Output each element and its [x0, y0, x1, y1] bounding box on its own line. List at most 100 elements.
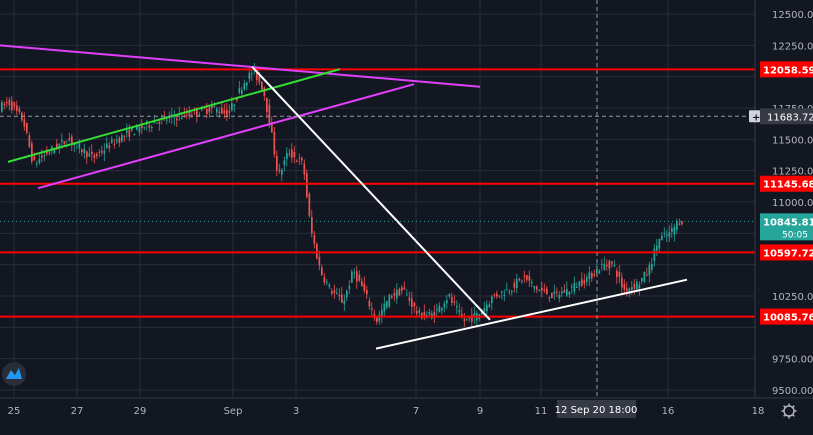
candle-body	[14, 102, 16, 106]
candle-body	[244, 83, 246, 89]
candle-body	[84, 149, 86, 153]
candle-body	[586, 277, 588, 282]
candle-body	[591, 273, 593, 278]
candle-body	[626, 289, 628, 292]
candle-body	[384, 304, 386, 312]
candle-body	[61, 140, 63, 142]
candle-body	[231, 103, 233, 110]
x-tick-label: 9	[477, 406, 483, 417]
candle-body	[514, 283, 516, 288]
candle-body	[289, 154, 291, 155]
candle-body	[381, 310, 383, 316]
candle-body	[116, 140, 118, 141]
candle-body	[126, 130, 128, 132]
candle-body	[326, 282, 328, 283]
candle-body	[674, 227, 676, 235]
candle-body	[679, 224, 681, 225]
candle-body	[276, 156, 278, 170]
candle-body	[304, 164, 306, 175]
candle-body	[319, 257, 321, 265]
candle-body	[539, 290, 541, 291]
candle-body	[639, 285, 641, 289]
candle-body	[484, 308, 486, 311]
candle-body	[86, 151, 88, 157]
candle-body	[39, 159, 41, 163]
y-tick-label: 11500.00	[772, 135, 813, 146]
candle-body	[369, 301, 371, 307]
candle-body	[459, 310, 461, 312]
candle-body	[119, 138, 121, 143]
y-tick-label: 9750.00	[772, 355, 813, 366]
candle-body	[501, 291, 503, 292]
candle-body	[26, 123, 28, 133]
candle-body	[666, 235, 668, 236]
candle-body	[174, 117, 176, 118]
candle-body	[156, 123, 158, 124]
candle-body	[151, 127, 153, 128]
candle-body	[504, 295, 506, 296]
candle-body	[296, 161, 298, 162]
candle-body	[349, 286, 351, 289]
candle-body	[556, 292, 558, 293]
candle-body	[241, 90, 243, 94]
y-tick-label: 12250.00	[772, 41, 813, 52]
candle-body	[379, 315, 381, 321]
candle-body	[219, 112, 221, 113]
candle-body	[629, 288, 631, 291]
crosshair-time-label: 12 Sep 20 18:00	[555, 405, 638, 416]
candle-body	[281, 170, 283, 175]
candle-body	[561, 292, 563, 294]
candle-body	[354, 273, 356, 274]
candle-body	[506, 290, 508, 291]
candle-body	[569, 292, 571, 295]
candle-body	[541, 288, 543, 291]
candle-body	[31, 143, 33, 161]
candle-body	[361, 281, 363, 286]
candle-body	[386, 301, 388, 307]
candle-body	[154, 122, 156, 123]
candle-body	[134, 134, 136, 135]
candle-body	[654, 249, 656, 262]
candle-body	[589, 272, 591, 279]
candle-body	[549, 297, 551, 298]
candle-body	[311, 217, 313, 233]
candle-body	[44, 155, 46, 156]
candle-body	[264, 88, 266, 96]
level-price-label: 10597.72	[763, 248, 813, 259]
candle-body	[336, 293, 338, 294]
candle-body	[661, 236, 663, 241]
candle-body	[606, 265, 608, 266]
candle-body	[274, 132, 276, 155]
candle-body	[631, 287, 633, 289]
candle-body	[49, 152, 51, 153]
time-axis[interactable]	[0, 398, 813, 431]
candle-body	[206, 109, 208, 114]
candle-body	[451, 297, 453, 302]
candle-body	[389, 295, 391, 307]
candle-body	[186, 115, 188, 116]
candle-body	[299, 158, 301, 159]
candle-body	[249, 73, 251, 79]
candle-body	[34, 156, 36, 159]
candle-body	[266, 98, 268, 112]
candle-body	[466, 319, 468, 320]
candle-body	[251, 73, 253, 74]
candle-body	[604, 264, 606, 270]
candle-body	[669, 232, 671, 236]
candle-body	[676, 221, 678, 230]
candle-body	[314, 235, 316, 243]
logo-icon[interactable]	[2, 362, 26, 386]
candle-body	[294, 152, 296, 157]
candle-body	[576, 287, 578, 288]
candle-body	[101, 151, 103, 152]
candle-body	[581, 279, 583, 285]
candle-body	[181, 118, 183, 119]
candle-body	[616, 271, 618, 277]
candle-body	[239, 88, 241, 93]
candle-body	[221, 108, 223, 114]
candle-body	[671, 228, 673, 232]
candle-body	[449, 294, 451, 296]
candle-body	[584, 280, 586, 283]
candle-body	[641, 278, 643, 281]
